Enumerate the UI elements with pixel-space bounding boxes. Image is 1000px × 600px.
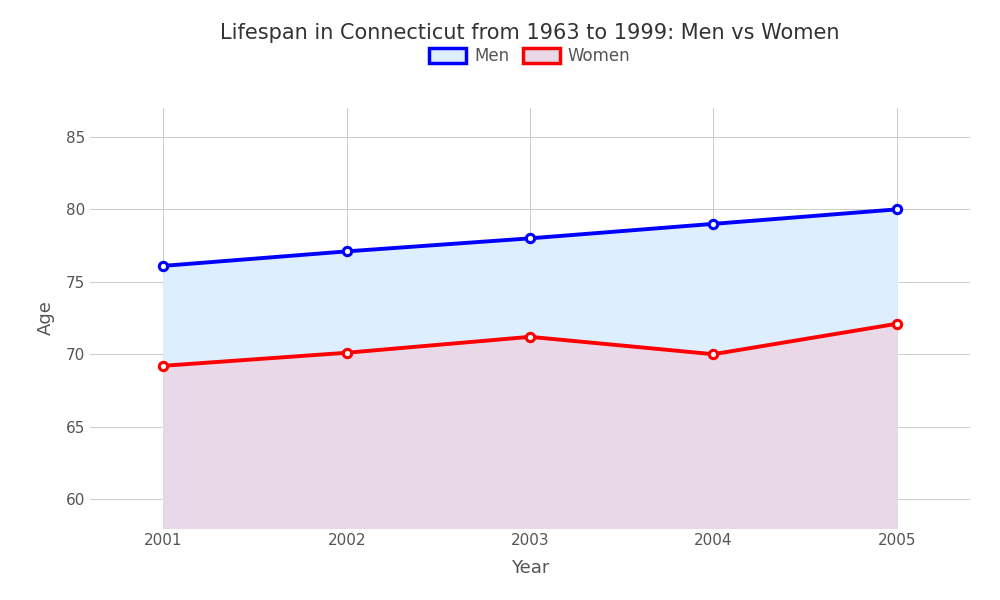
Legend: Men, Women: Men, Women [423, 41, 637, 72]
Y-axis label: Age: Age [37, 301, 55, 335]
X-axis label: Year: Year [511, 559, 549, 577]
Title: Lifespan in Connecticut from 1963 to 1999: Men vs Women: Lifespan in Connecticut from 1963 to 199… [220, 23, 840, 43]
